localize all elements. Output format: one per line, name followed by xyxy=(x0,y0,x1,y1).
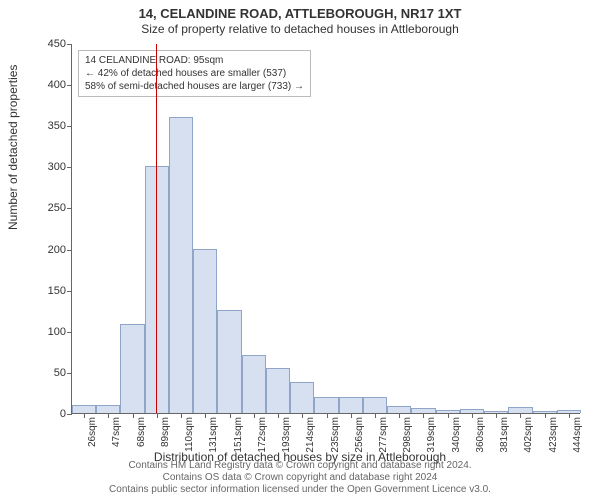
x-tick-label: 193sqm xyxy=(281,417,292,453)
x-tick-mark xyxy=(133,413,134,418)
x-tick-mark xyxy=(399,413,400,418)
annotation-line2: ← 42% of detached houses are smaller (53… xyxy=(85,67,304,80)
x-tick-label: 47sqm xyxy=(111,417,122,447)
annotation-box: 14 CELANDINE ROAD: 95sqm ← 42% of detach… xyxy=(78,50,311,97)
y-tick-mark xyxy=(67,85,72,86)
y-tick-label: 300 xyxy=(48,161,66,173)
y-tick-mark xyxy=(67,208,72,209)
x-tick-label: 68sqm xyxy=(136,417,147,447)
histogram-bar xyxy=(266,368,290,413)
histogram-bar xyxy=(363,397,387,413)
x-tick-mark xyxy=(84,413,85,418)
x-tick-mark xyxy=(545,413,546,418)
x-tick-mark xyxy=(569,413,570,418)
x-tick-mark xyxy=(254,413,255,418)
x-tick-label: 235sqm xyxy=(330,417,341,453)
x-tick-label: 26sqm xyxy=(87,417,98,447)
y-tick-label: 450 xyxy=(48,38,66,50)
y-tick-label: 350 xyxy=(48,120,66,132)
y-tick-label: 150 xyxy=(48,285,66,297)
x-tick-label: 89sqm xyxy=(160,417,171,447)
x-tick-mark xyxy=(520,413,521,418)
y-tick-label: 400 xyxy=(48,79,66,91)
attribution-line3: Contains public sector information licen… xyxy=(0,484,600,496)
y-tick-label: 50 xyxy=(54,367,66,379)
x-tick-label: 360sqm xyxy=(475,417,486,453)
x-tick-label: 298sqm xyxy=(402,417,413,453)
y-tick-mark xyxy=(67,373,72,374)
x-tick-mark xyxy=(375,413,376,418)
x-tick-mark xyxy=(157,413,158,418)
x-tick-mark xyxy=(327,413,328,418)
y-tick-mark xyxy=(67,44,72,45)
histogram-bar xyxy=(169,117,193,413)
x-tick-mark xyxy=(181,413,182,418)
histogram-bar xyxy=(120,324,144,413)
x-tick-label: 131sqm xyxy=(208,417,219,453)
y-tick-label: 200 xyxy=(48,244,66,256)
y-tick-mark xyxy=(67,250,72,251)
histogram-bar xyxy=(193,249,217,413)
x-tick-label: 402sqm xyxy=(523,417,534,453)
chart-title-line2: Size of property relative to detached ho… xyxy=(0,22,600,38)
x-tick-label: 340sqm xyxy=(451,417,462,453)
x-tick-label: 319sqm xyxy=(426,417,437,453)
histogram-bar xyxy=(242,355,266,413)
attribution-line1: Contains HM Land Registry data © Crown c… xyxy=(0,460,600,472)
y-tick-label: 100 xyxy=(48,326,66,338)
x-tick-label: 214sqm xyxy=(305,417,316,453)
y-tick-mark xyxy=(67,126,72,127)
x-tick-label: 110sqm xyxy=(184,417,195,452)
attribution-block: Contains HM Land Registry data © Crown c… xyxy=(0,460,600,496)
histogram-bar xyxy=(72,405,96,413)
x-tick-mark xyxy=(423,413,424,418)
x-tick-mark xyxy=(472,413,473,418)
histogram-bar xyxy=(314,397,338,413)
x-tick-mark xyxy=(108,413,109,418)
x-tick-label: 381sqm xyxy=(499,417,510,453)
chart-container: 14, CELANDINE ROAD, ATTLEBOROUGH, NR17 1… xyxy=(0,0,600,500)
x-tick-mark xyxy=(351,413,352,418)
y-tick-mark xyxy=(67,332,72,333)
annotation-line3: 58% of semi-detached houses are larger (… xyxy=(85,80,304,93)
reference-marker-line xyxy=(156,44,157,413)
y-tick-label: 250 xyxy=(48,202,66,214)
annotation-line1: 14 CELANDINE ROAD: 95sqm xyxy=(85,54,304,67)
x-tick-mark xyxy=(302,413,303,418)
x-tick-label: 277sqm xyxy=(378,417,389,453)
histogram-bar xyxy=(290,382,314,413)
x-tick-mark xyxy=(496,413,497,418)
x-tick-mark xyxy=(205,413,206,418)
x-tick-label: 172sqm xyxy=(257,417,268,453)
y-tick-mark xyxy=(67,167,72,168)
histogram-bar xyxy=(339,397,363,413)
attribution-line2: Contains OS data © Crown copyright and d… xyxy=(0,472,600,484)
chart-title-line1: 14, CELANDINE ROAD, ATTLEBOROUGH, NR17 1… xyxy=(0,0,600,22)
plot-area: 14 CELANDINE ROAD: 95sqm ← 42% of detach… xyxy=(71,44,580,414)
y-tick-mark xyxy=(67,414,72,415)
histogram-bar xyxy=(217,310,241,413)
x-tick-mark xyxy=(278,413,279,418)
y-tick-mark xyxy=(67,291,72,292)
y-tick-label: 0 xyxy=(60,408,66,420)
x-tick-mark xyxy=(448,413,449,418)
x-tick-label: 151sqm xyxy=(233,417,244,453)
x-tick-label: 423sqm xyxy=(548,417,559,453)
x-tick-label: 444sqm xyxy=(572,417,583,453)
x-tick-mark xyxy=(230,413,231,418)
histogram-bar xyxy=(96,405,120,413)
y-axis-label: Number of detached properties xyxy=(6,65,20,230)
x-tick-label: 256sqm xyxy=(354,417,365,453)
